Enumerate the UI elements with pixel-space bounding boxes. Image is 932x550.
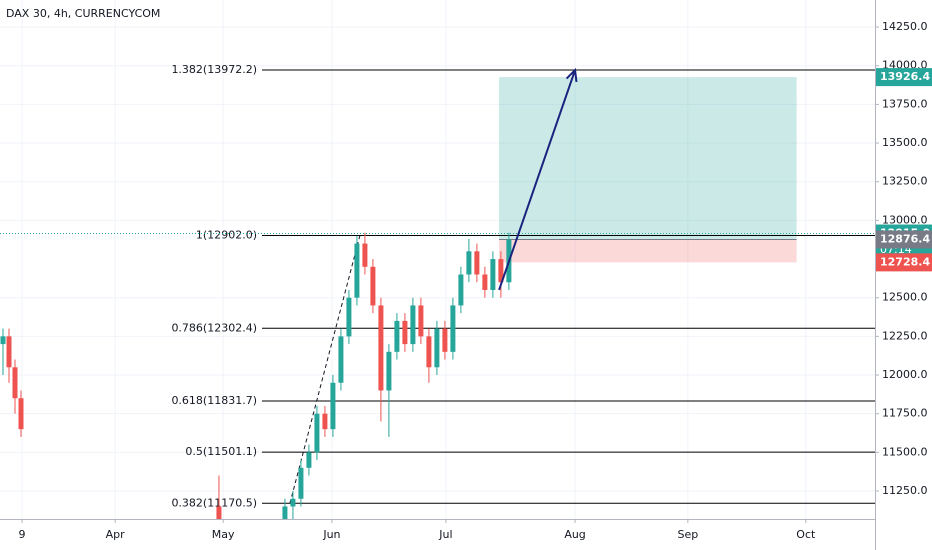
candle-body xyxy=(354,243,360,298)
candle-body xyxy=(482,274,488,290)
x-tick-label: May xyxy=(212,528,235,541)
chart-title: DAX 30, 4h, CURRENCYCOM xyxy=(6,7,160,20)
candle-body xyxy=(458,274,464,306)
price-tag-label: 12728.4 xyxy=(880,255,930,268)
y-tick-label: 11500.0 xyxy=(882,445,928,458)
x-tick-label: Aug xyxy=(564,528,585,541)
y-tick-label: 12500.0 xyxy=(882,291,928,304)
x-tick-label: Oct xyxy=(796,528,816,541)
candle-body xyxy=(402,320,408,345)
fib-label: 0.786(12302.4) xyxy=(171,321,257,334)
y-tick-label: 13750.0 xyxy=(882,97,928,110)
x-tick-label: Jun xyxy=(322,528,340,541)
grid xyxy=(0,0,875,519)
candle-body xyxy=(282,506,288,519)
x-tick-label: 9 xyxy=(18,528,25,541)
x-tick-label: Sep xyxy=(677,528,698,541)
y-tick-label: 13250.0 xyxy=(882,175,928,188)
y-tick-label: 11750.0 xyxy=(882,407,928,420)
candle-body xyxy=(306,452,312,468)
candle-body xyxy=(338,336,344,383)
price-tag xyxy=(876,68,932,87)
candle-body xyxy=(426,336,432,368)
candle-body xyxy=(6,336,12,368)
candle-body xyxy=(346,297,352,337)
stop-zone xyxy=(499,239,797,263)
candle-body xyxy=(362,243,368,267)
x-tick-label: Jul xyxy=(438,528,452,541)
candle-body xyxy=(442,328,448,352)
candle-body xyxy=(498,259,504,283)
candle-body xyxy=(410,305,416,345)
candle-body xyxy=(434,328,440,368)
fib-label: 0.5(11501.1) xyxy=(185,445,257,458)
candle-body xyxy=(290,498,296,507)
price-tag-label: 13926.4 xyxy=(880,70,930,83)
fib-label: 0.382(11170.5) xyxy=(171,496,257,509)
y-tick-label: 12000.0 xyxy=(882,368,928,381)
y-tick-label: 11250.0 xyxy=(882,484,928,497)
candle-body xyxy=(394,320,400,352)
candle-body xyxy=(12,367,18,399)
candle-body xyxy=(322,413,328,430)
arrow-line xyxy=(498,69,577,291)
candle-body xyxy=(474,251,480,275)
candle-body xyxy=(378,305,384,391)
candle-body xyxy=(18,398,24,430)
candle-body xyxy=(418,305,424,337)
candle-body xyxy=(386,351,392,391)
candle-body xyxy=(0,336,6,345)
fib-label: 1.382(13972.2) xyxy=(171,63,257,76)
y-tick-label: 13000.0 xyxy=(882,213,928,226)
price-tag xyxy=(876,230,932,249)
x-tick-label: Apr xyxy=(106,528,126,541)
candle-body xyxy=(298,467,304,499)
fib-label: 0.618(11831.7) xyxy=(171,394,257,407)
candle-body xyxy=(450,305,456,352)
arrow-head xyxy=(565,67,578,83)
y-tick-label: 13500.0 xyxy=(882,136,928,149)
candle-body xyxy=(314,413,320,453)
candle-body xyxy=(216,506,222,519)
price-tag-label: 12876.4 xyxy=(880,232,930,245)
axes: 11250.0 11500.0 11750.0 12000.0 12250.0 12500… xyxy=(18,20,932,541)
price-tag xyxy=(876,253,932,272)
y-tick-label: 14250.0 xyxy=(882,20,928,33)
plot: 1.382(13972.2) 1(12902.0) 0.786(12302.4) 0.… xyxy=(0,63,875,519)
candle-body xyxy=(370,266,376,306)
y-tick-label: 12250.0 xyxy=(882,329,928,342)
candle-body xyxy=(466,251,472,275)
fib-label: 1(12902.0) xyxy=(196,229,257,242)
target-zone xyxy=(499,77,797,240)
candle-body xyxy=(490,259,496,290)
candle-body xyxy=(330,382,336,430)
